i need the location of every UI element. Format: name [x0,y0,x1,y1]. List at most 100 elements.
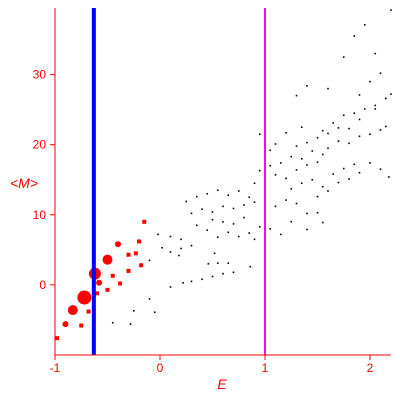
data-point [249,265,252,268]
data-point [348,127,350,130]
data-point [369,80,371,83]
data-point [216,236,219,239]
data-point [178,254,180,257]
data-point [243,216,245,219]
data-point [253,182,256,185]
data-point [374,52,377,55]
data-point [206,229,209,232]
highlight-point [67,305,78,316]
data-point [321,129,324,132]
highlight-point [133,251,138,256]
data-point [363,108,366,110]
x-tick-label: 2 [367,361,374,375]
highlight-point [126,252,131,257]
highlight-point [95,291,99,296]
y-tick-label: 10 [33,208,47,222]
data-point [379,129,382,131]
data-point [311,150,314,152]
highlight-point [137,239,141,244]
data-point [132,310,135,312]
data-point [300,126,303,128]
data-point [316,211,319,214]
highlight-point [86,309,91,314]
data-point [353,163,356,166]
data-point [211,275,214,278]
data-point [185,200,188,203]
data-point [321,221,324,224]
data-point [342,167,345,170]
data-point [388,176,390,178]
data-point [148,259,151,262]
data-point [232,271,235,274]
data-point [180,247,182,250]
y-tick-label: 0 [39,278,46,292]
data-point [195,195,198,198]
data-point [306,141,308,144]
data-point [227,231,230,234]
data-point [306,85,308,87]
data-point [157,233,159,236]
data-point [327,132,329,135]
data-point [111,321,114,324]
data-point [237,235,240,238]
data-point [311,178,314,181]
data-point [216,262,219,264]
data-point [316,161,319,164]
data-point [169,286,172,288]
highlight-point [139,263,144,268]
y-tick-label: 20 [33,138,47,152]
data-point [295,169,298,171]
data-point [274,143,277,145]
data-point [248,196,251,199]
data-point [148,298,151,300]
data-point [269,164,272,167]
data-point [358,135,361,138]
data-point [369,133,371,135]
data-point [201,278,203,281]
data-point [390,93,392,96]
data-point [358,171,361,174]
data-point [253,238,256,241]
data-point [232,223,235,225]
data-point [258,225,261,228]
data-point [321,185,324,188]
data-point [285,177,287,180]
data-point [169,235,172,238]
data-point [190,244,193,247]
data-point [153,311,156,314]
vertical-lines-layer [91,8,266,355]
y-tick-label: 30 [33,68,47,82]
data-point [337,140,340,142]
data-point [190,280,193,283]
data-point [169,251,172,253]
data-point [269,228,272,230]
data-point [316,136,319,139]
data-point [211,218,214,221]
data-point [321,153,324,156]
data-point [195,224,198,227]
y-axis-label: <M> [10,175,38,191]
highlight-point [79,323,84,328]
highlight-point [110,273,115,278]
data-point [363,24,366,26]
data-point [227,194,230,196]
data-point [300,182,303,185]
x-axis-label: E [217,376,227,392]
data-point [161,246,163,249]
data-point [327,147,329,150]
data-point [327,87,329,90]
data-point [213,252,216,255]
x-tick-label: 1 [262,361,269,375]
data-point [243,204,245,206]
data-point [290,188,293,190]
data-point [216,189,219,192]
data-point [306,164,308,166]
data-point [290,155,293,158]
highlight-point [62,321,69,328]
data-point [332,173,335,175]
highlight-point [105,287,110,292]
data-point [222,221,224,223]
data-point [374,104,377,107]
